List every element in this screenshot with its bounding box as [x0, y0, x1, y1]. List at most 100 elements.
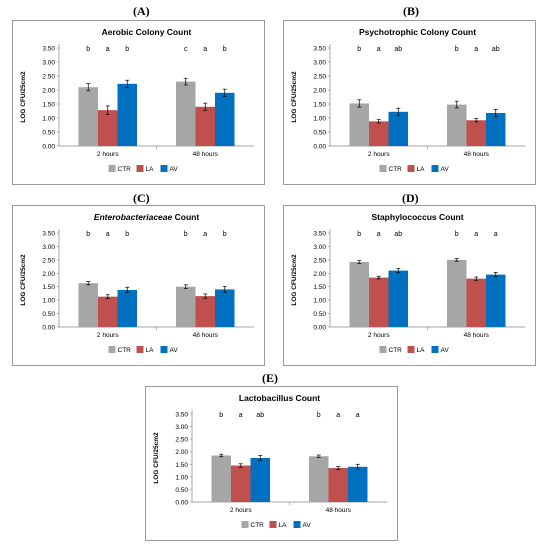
- y-tick-label: 3.00: [313, 60, 326, 67]
- y-tick-label: 0.00: [313, 325, 326, 332]
- chart-panel-aerobic: Aerobic Colony Count 0.00 0.50 1.00 1.50 2.00…: [12, 20, 265, 185]
- significance-label: c: [184, 46, 188, 53]
- bar-la: [98, 110, 118, 146]
- significance-label: b: [223, 46, 227, 53]
- y-tick-label: 0.00: [42, 144, 55, 151]
- significance-label: a: [203, 46, 207, 53]
- legend-swatch-av: [160, 165, 168, 172]
- legend-label: LA: [146, 347, 155, 354]
- legend-label: AV: [170, 166, 179, 173]
- significance-label: ab: [256, 412, 264, 419]
- legend-label: AV: [441, 166, 450, 173]
- bar-av: [388, 111, 408, 146]
- significance-label: b: [357, 231, 361, 238]
- significance-label: b: [455, 231, 459, 238]
- legend-swatch-ctr: [241, 521, 249, 528]
- bar-ctr: [176, 286, 196, 327]
- bar-av: [486, 112, 506, 146]
- y-tick-label: 3.00: [313, 244, 326, 251]
- x-tick-label: 48 hours: [193, 332, 219, 339]
- x-tick-label: 48 hours: [464, 151, 490, 158]
- significance-label: b: [86, 46, 90, 53]
- legend-label: CTR: [251, 522, 265, 529]
- y-tick-label: 3.50: [313, 231, 326, 238]
- legend-label: AV: [303, 522, 312, 529]
- legend-label: CTR: [389, 166, 403, 173]
- significance-label: b: [223, 231, 227, 238]
- y-tick-label: 1.50: [42, 102, 55, 109]
- panel-letter-e: (E): [262, 371, 278, 385]
- significance-label: a: [356, 412, 360, 419]
- bar-ctr: [211, 455, 231, 502]
- y-tick-label: 3.00: [42, 244, 55, 251]
- y-tick-label: 1.00: [175, 474, 188, 481]
- chart-svg: Enterobacteriaceae Count 0.00 0.50 1.00 1.50…: [20, 212, 254, 354]
- y-tick-label: 1.50: [313, 102, 326, 109]
- legend-label: AV: [441, 347, 450, 354]
- legend-swatch-la: [407, 346, 415, 353]
- legend-label: CTR: [389, 347, 403, 354]
- significance-label: a: [203, 231, 207, 238]
- chart-title: Enterobacteriaceae Count: [94, 212, 200, 222]
- significance-label: b: [455, 46, 459, 53]
- significance-label: b: [317, 412, 321, 419]
- bar-la: [195, 296, 215, 327]
- bar-av: [117, 83, 137, 146]
- significance-label: b: [219, 412, 223, 419]
- legend-swatch-av: [431, 165, 439, 172]
- legend-label: LA: [417, 347, 426, 354]
- significance-label: b: [184, 231, 188, 238]
- y-tick-label: 2.00: [42, 271, 55, 278]
- x-tick-label: 2 hours: [368, 332, 390, 339]
- y-axis-label: LOG CFU/25cm2: [20, 71, 27, 123]
- panel-letter-a: (A): [133, 4, 150, 18]
- y-tick-label: 2.00: [313, 271, 326, 278]
- x-tick-label: 2 hours: [97, 332, 119, 339]
- legend-label: AV: [170, 347, 179, 354]
- chart-svg: Staphylococcus Count 0.00 0.50 1.00 1.50 2.00…: [291, 212, 525, 354]
- y-tick-label: 1.00: [313, 298, 326, 305]
- bar-ctr: [349, 103, 369, 146]
- panel-letter-d: (D): [402, 191, 419, 205]
- chart-title-italic: Enterobacteriaceae: [94, 212, 173, 222]
- bar-ctr: [447, 104, 467, 146]
- chart-title: Psychotrophic Colony Count: [359, 27, 476, 37]
- y-tick-label: 3.50: [42, 231, 55, 238]
- significance-label: a: [494, 231, 498, 238]
- significance-label: a: [377, 46, 381, 53]
- bar-la: [466, 120, 486, 146]
- legend-swatch-av: [431, 346, 439, 353]
- y-axis-label: LOG CFU/25cm2: [291, 71, 298, 123]
- chart-title-suffix: Count: [172, 212, 199, 222]
- x-tick-label: 2 hours: [368, 151, 390, 158]
- x-tick-label: 2 hours: [230, 507, 252, 514]
- significance-label: a: [474, 46, 478, 53]
- bar-ctr: [78, 87, 98, 146]
- y-tick-label: 1.50: [313, 284, 326, 291]
- y-tick-label: 0.50: [313, 130, 326, 137]
- y-tick-label: 0.00: [175, 500, 188, 507]
- panel-letter-c: (C): [133, 191, 150, 205]
- bar-la: [195, 106, 215, 146]
- chart-panel-lactobacillus: Lactobacillus Count 0.00 0.50 1.00 1.50 2.00 2…: [145, 386, 398, 541]
- legend-label: CTR: [118, 166, 132, 173]
- chart-panel-staphylococcus: Staphylococcus Count 0.00 0.50 1.00 1.50 2.00…: [283, 205, 536, 366]
- bar-ctr: [176, 81, 196, 146]
- y-tick-label: 2.50: [313, 74, 326, 81]
- chart-panel-enterobacteriaceae: Enterobacteriaceae Count 0.00 0.50 1.00 1.50…: [12, 205, 265, 366]
- y-tick-label: 0.50: [42, 311, 55, 318]
- significance-label: ab: [394, 46, 402, 53]
- bar-av: [117, 289, 137, 327]
- bar-av: [348, 466, 368, 502]
- chart-title: Lactobacillus Count: [239, 393, 320, 403]
- significance-label: a: [377, 231, 381, 238]
- y-tick-label: 1.00: [313, 116, 326, 123]
- significance-label: b: [357, 46, 361, 53]
- bar-av: [250, 458, 270, 502]
- y-tick-label: 2.00: [313, 88, 326, 95]
- y-tick-label: 1.50: [175, 462, 188, 469]
- legend-swatch-av: [160, 346, 168, 353]
- y-tick-label: 0.50: [313, 311, 326, 318]
- y-tick-label: 2.00: [175, 449, 188, 456]
- significance-label: a: [106, 46, 110, 53]
